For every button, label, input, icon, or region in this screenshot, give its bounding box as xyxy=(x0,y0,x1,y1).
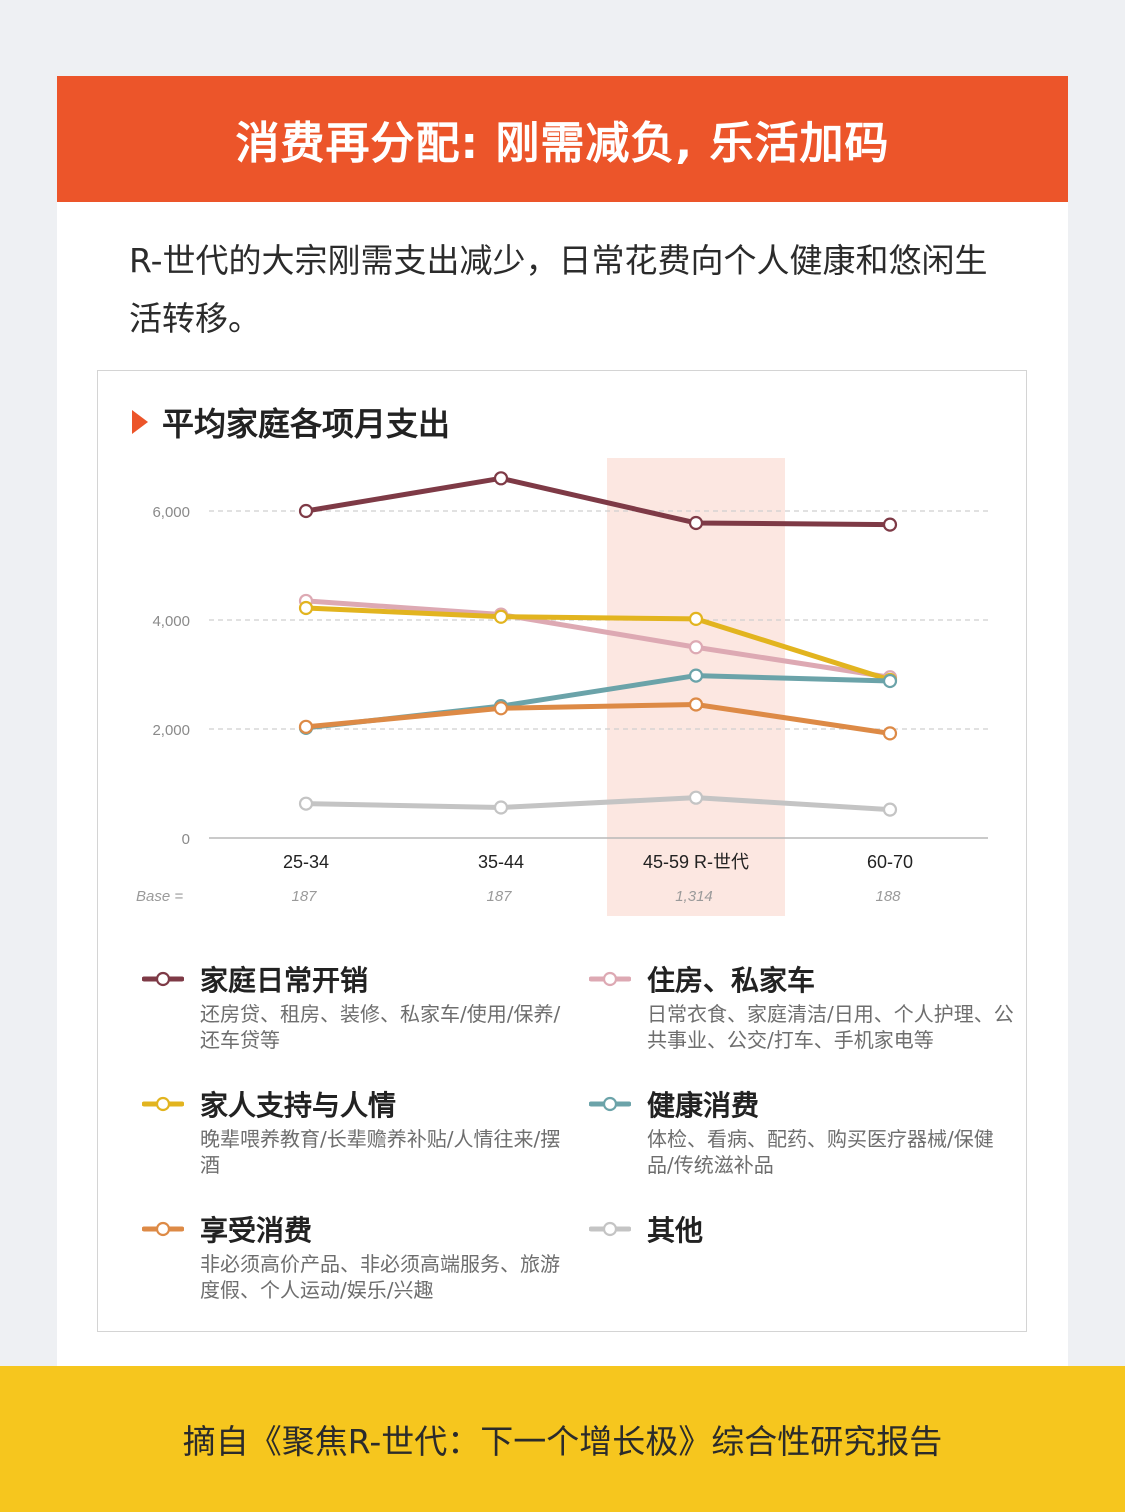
data-point xyxy=(298,503,314,519)
series-line xyxy=(303,475,893,528)
legend-swatch-dot xyxy=(155,1096,171,1112)
y-tick-label: 4,000 xyxy=(152,613,190,630)
legend-name: 家庭日常开销 xyxy=(200,964,369,997)
legend-description: 非必须高价产品、非必须高端服务、旅游度假、个人运动/娱乐/兴趣 xyxy=(200,1252,560,1302)
legend-description: 晚辈喂养教育/长辈赡养补贴/人情往来/摆酒 xyxy=(200,1127,561,1177)
title-banner: 消费再分配: 刚需减负, 乐活加码 xyxy=(57,76,1068,202)
series-line xyxy=(303,598,893,680)
base-value: 188 xyxy=(875,888,901,905)
y-tick-label: 6,000 xyxy=(152,504,190,521)
data-point xyxy=(493,701,509,716)
base-value: 187 xyxy=(291,888,317,905)
series-line xyxy=(303,605,893,683)
x-tick-label: 60-70 xyxy=(867,852,913,872)
page-title: 消费再分配: 刚需减负, 乐活加码 xyxy=(235,118,890,169)
content-card: 消费再分配: 刚需减负, 乐活加码 R-世代的大宗刚需支出减少，日常花费向个人健… xyxy=(57,76,1068,1366)
data-point xyxy=(688,697,704,712)
y-tick-label: 2,000 xyxy=(152,722,190,739)
legend-swatch xyxy=(142,971,184,987)
legend-swatch xyxy=(589,1096,631,1112)
data-point xyxy=(882,517,898,532)
x-tick-label: 25-34 xyxy=(283,852,329,872)
data-point xyxy=(882,673,898,689)
legend-swatch xyxy=(142,1096,184,1112)
series-line xyxy=(303,701,893,736)
line-chart: 0 2,000 4,000 6,000 25-34 187 35-44 187 45-59 R-… xyxy=(136,458,988,916)
x-tick-label: 35-44 xyxy=(478,852,524,872)
legend-swatch-dot xyxy=(602,1096,618,1112)
legend-swatch xyxy=(589,971,631,987)
chart-panel: 平均家庭各项月支出 0 2,000 4,000 6,000 25-34 187 35-44 1… xyxy=(97,370,1027,1332)
y-tick-label: 0 xyxy=(182,831,190,848)
legend-swatch-dot xyxy=(602,1221,618,1237)
legend-description: 体检、看病、配药、购买医疗器械/保健品/传统滋补品 xyxy=(647,1127,994,1177)
data-point xyxy=(882,726,898,741)
legend-description: 还房贷、租房、装修、私家车/使用/保养/还车贷等 xyxy=(200,1002,561,1052)
data-point xyxy=(493,471,509,486)
data-point xyxy=(493,800,509,815)
base-label: Base = xyxy=(136,888,183,905)
base-value: 187 xyxy=(486,888,512,905)
data-point xyxy=(298,600,314,616)
legend-swatch-dot xyxy=(155,971,171,987)
source-footer: 摘自《聚焦R-世代：下一个增长极》综合性研究报告 xyxy=(0,1366,1125,1512)
intro-text: R-世代的大宗刚需支出减少，日常花费向个人健康和悠闲生活转移。 xyxy=(129,241,988,338)
legend-name: 住房、私家车 xyxy=(647,964,816,997)
legend-swatch xyxy=(589,1221,631,1237)
legend-name: 其他 xyxy=(647,1214,704,1247)
data-point xyxy=(688,668,704,683)
data-point xyxy=(688,611,704,627)
legend-name: 享受消费 xyxy=(200,1214,313,1247)
legend-swatch xyxy=(142,1221,184,1237)
triangle-bullet-icon xyxy=(132,410,148,434)
chart-title: 平均家庭各项月支出 xyxy=(162,405,451,443)
x-tick-label: 45-59 R-世代 xyxy=(643,852,749,872)
data-point xyxy=(688,640,704,655)
legend-name: 家人支持与人情 xyxy=(200,1089,397,1122)
data-point xyxy=(493,609,509,624)
data-point xyxy=(688,515,704,531)
data-point xyxy=(298,719,314,734)
data-point xyxy=(688,790,704,805)
base-value: 1,314 xyxy=(675,888,713,905)
data-point xyxy=(298,796,314,811)
legend-swatch-dot xyxy=(155,1221,171,1237)
series-line xyxy=(303,795,893,813)
legend-name: 健康消费 xyxy=(647,1089,760,1122)
source-text: 摘自《聚焦R-世代：下一个增长极》综合性研究报告 xyxy=(182,1422,943,1461)
legend-swatch-dot xyxy=(602,971,618,987)
data-point xyxy=(882,802,898,817)
chart-heading: 平均家庭各项月支出 xyxy=(132,399,450,445)
legend-description: 日常衣食、家庭清洁/日用、个人护理、公共事业、公交/打车、手机家电等 xyxy=(647,1002,1014,1052)
